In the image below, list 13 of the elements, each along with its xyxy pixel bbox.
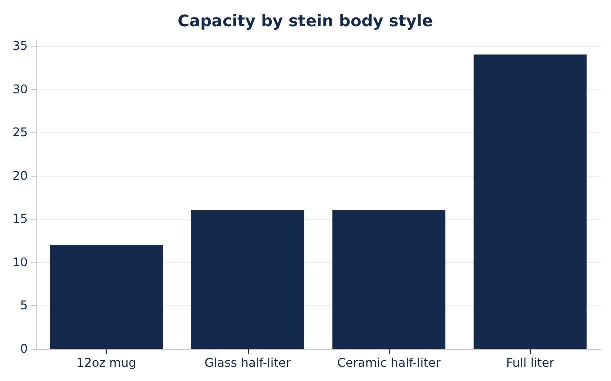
chart-title: Capacity by stein body style bbox=[178, 12, 434, 30]
y-tick-label: 35 bbox=[12, 39, 28, 54]
y-tick-label: 10 bbox=[12, 255, 28, 270]
x-tick-label: 12oz mug bbox=[76, 356, 136, 370]
x-tick-label: Glass half-liter bbox=[204, 356, 292, 370]
y-tick-label: 5 bbox=[20, 298, 28, 313]
y-tick-label: 30 bbox=[12, 82, 28, 96]
y-tick-label: 0 bbox=[20, 342, 28, 356]
y-tick-label: 20 bbox=[12, 168, 28, 183]
y-tick-label: 15 bbox=[12, 212, 28, 226]
y-tick-label: 25 bbox=[12, 126, 28, 140]
x-tick-label: Full liter bbox=[506, 356, 554, 370]
x-tick-label: Ceramic half-liter bbox=[337, 356, 441, 370]
